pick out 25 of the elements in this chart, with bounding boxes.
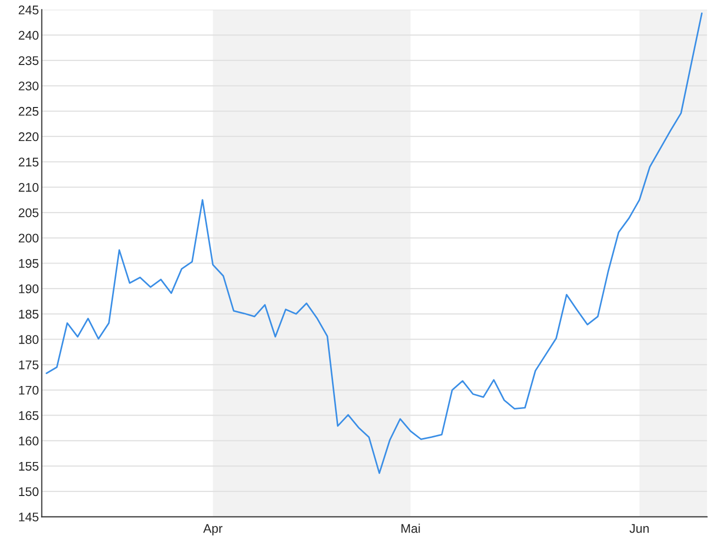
y-tick-label: 165 xyxy=(19,411,38,420)
y-tick-label: 225 xyxy=(18,106,38,116)
y-tick-label: 245 xyxy=(18,6,38,14)
y-tick-label: 150 xyxy=(19,487,38,496)
x-tick-label: Apr xyxy=(203,524,222,536)
y-tick-label: 205 xyxy=(18,208,38,218)
y-tick-label: 180 xyxy=(19,335,38,344)
y-tick-label: 160 xyxy=(19,436,38,446)
x-tick-label: Mai xyxy=(402,524,420,533)
y-tick-label: 215 xyxy=(18,158,38,166)
y-tick-label: 200 xyxy=(18,234,38,243)
x-tick-label: Jun xyxy=(630,524,649,533)
y-tick-label: 170 xyxy=(19,386,38,395)
y-tick-label: 235 xyxy=(18,56,38,66)
y-tick-label: 230 xyxy=(18,82,38,90)
y-tick-label: 145 xyxy=(19,512,38,522)
y-tick-label: 240 xyxy=(18,30,38,40)
y-tick-label: 220 xyxy=(18,132,38,142)
y-tick-label: 185 xyxy=(19,310,38,319)
line-series xyxy=(46,12,703,474)
y-tick-label: 175 xyxy=(19,360,38,370)
y-tick-label: 210 xyxy=(18,182,38,192)
y-tick-label: 155 xyxy=(19,462,38,471)
y-tick-label: 190 xyxy=(19,284,38,294)
y-tick-label: 195 xyxy=(19,259,38,268)
